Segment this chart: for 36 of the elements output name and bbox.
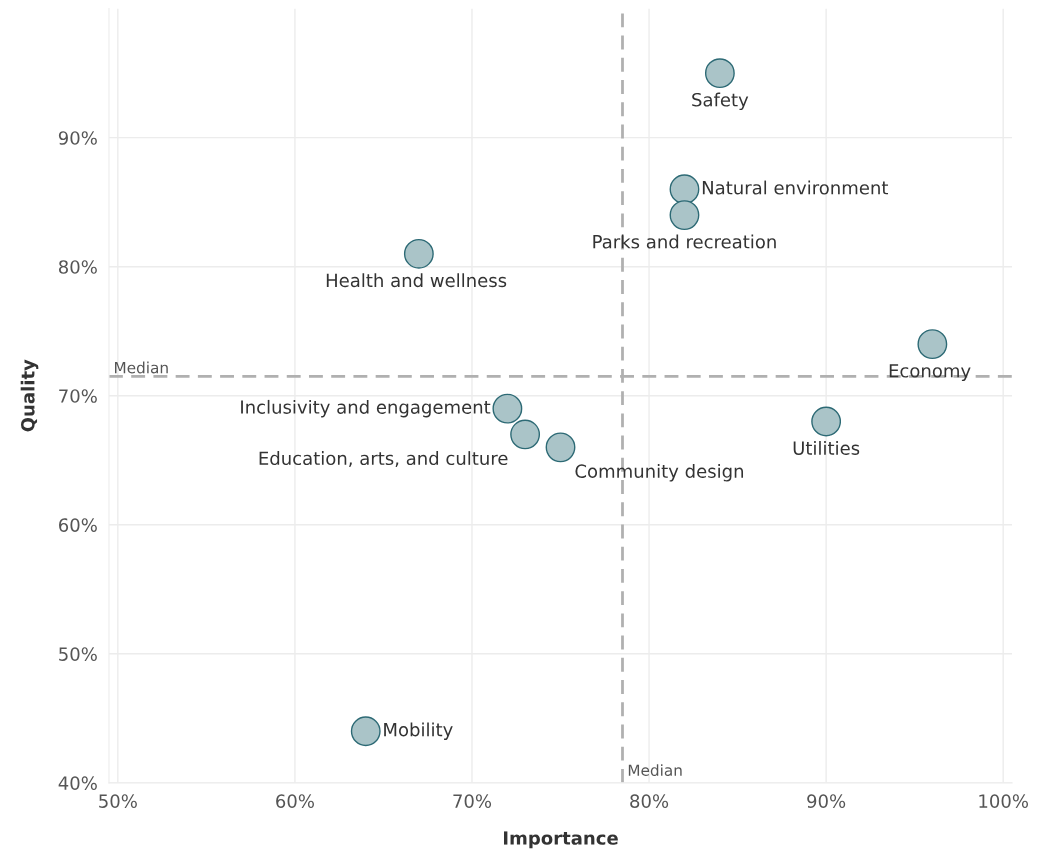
y-tick-label: 80% [58, 260, 97, 274]
point [669, 174, 700, 205]
annotation: Natural environment [702, 180, 889, 195]
x-tick-label: 50% [99, 794, 137, 808]
x-tick-label: 100% [979, 794, 1029, 808]
point [669, 200, 700, 231]
annotation: Health and wellness [326, 273, 507, 288]
point [811, 406, 842, 437]
point [545, 432, 576, 463]
point [704, 58, 735, 89]
annotation: Mobility [384, 722, 453, 740]
y-tick-label: 40% [58, 776, 97, 790]
ref-line-label: Median [628, 764, 682, 776]
y-tick-label: 90% [58, 131, 97, 145]
annotation: Utilities [793, 440, 860, 455]
ref-line-label: Median [115, 361, 168, 374]
annotation: Parks and recreation [593, 234, 776, 249]
point [350, 716, 381, 747]
y-tick-label: 60% [59, 518, 97, 532]
point [917, 329, 948, 360]
x-tick-label: 90% [807, 794, 846, 808]
y-axis-title: Quality [20, 359, 39, 432]
annotation: Safety [692, 92, 749, 111]
x-tick-label: 60% [276, 794, 314, 808]
x-axis-title: Importance [503, 831, 618, 849]
point [492, 393, 523, 424]
annotation: Inclusivity and engagement [241, 399, 491, 418]
y-tick-label: 70% [59, 389, 97, 403]
point [510, 419, 541, 450]
y-tick-label: 50% [59, 647, 97, 661]
x-tick-label: 70% [453, 794, 492, 808]
annotation: Community design [575, 464, 744, 482]
point [403, 238, 434, 269]
x-tick-label: 80% [630, 794, 669, 808]
annotation: Education, arts, and culture [259, 451, 508, 467]
annotation: Economy [889, 364, 971, 382]
